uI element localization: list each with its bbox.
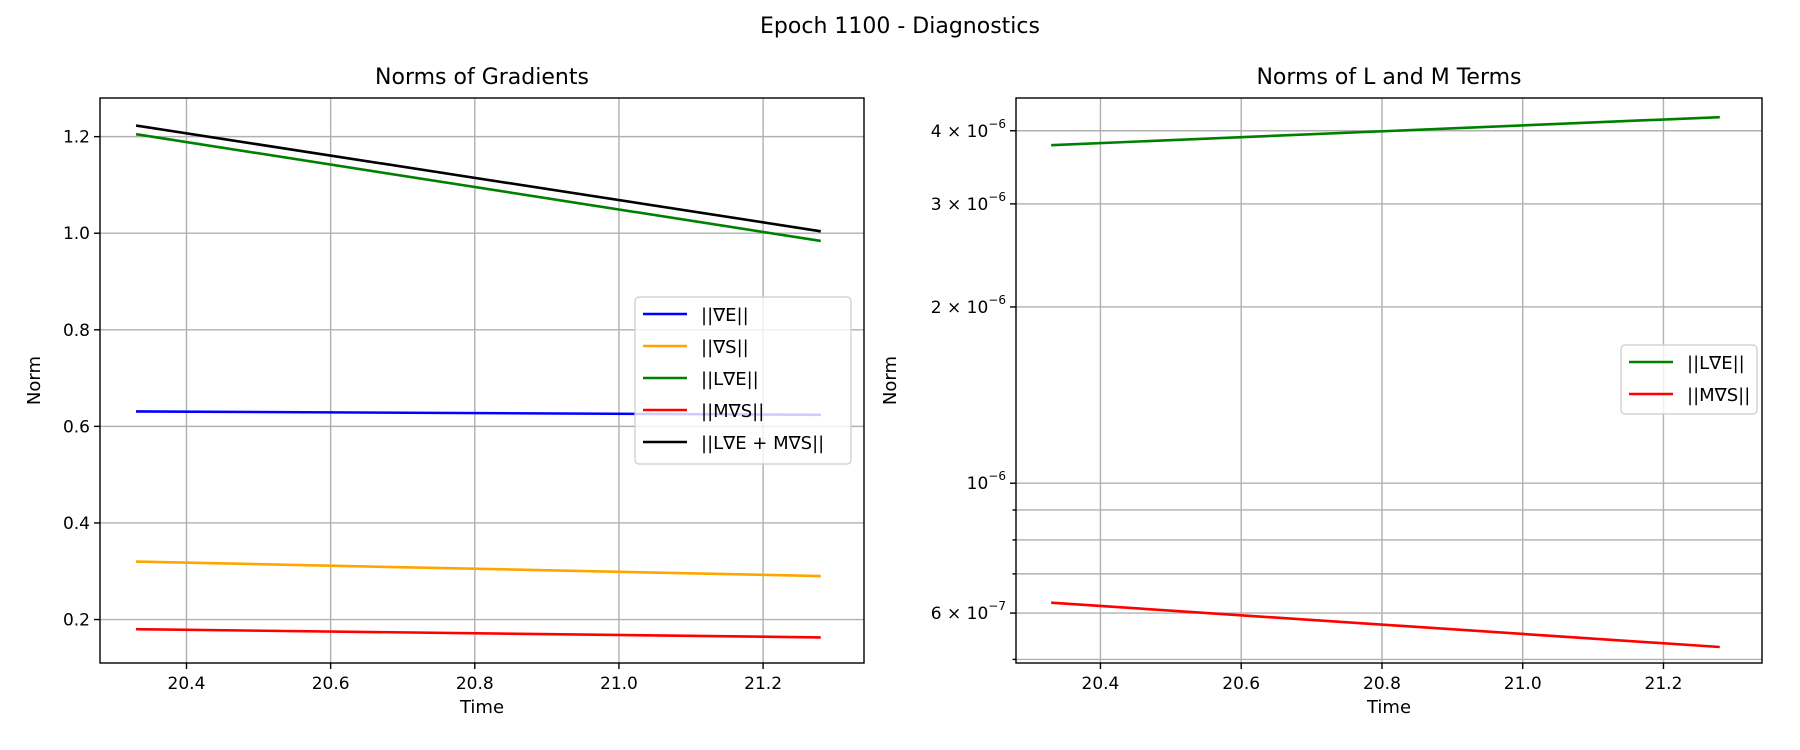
x-axis-label: Time [1366,697,1411,718]
x-tick-label: 21.2 [744,674,782,694]
legend-label-3: ||M∇S|| [701,401,764,422]
x-tick-label: 21.2 [1645,674,1683,694]
y-tick-label: 0.2 [63,611,90,631]
x-tick-label: 21.0 [600,674,638,694]
lm-terms-chart: 20.4 20.6 20.8 21.0 21.2 6 × 10−7 10−6 2 × 10−6… [880,65,1763,718]
figure-title: Epoch 1100 - Diagnostics [760,14,1040,39]
y-tick-label: 1.2 [63,128,90,148]
series-line-3 [136,627,821,639]
y-tick-label: 2 × 10−6 [931,293,1006,318]
y-tick-label: 10−6 [967,469,1006,494]
legend-label-0: ||∇E|| [701,305,749,326]
y-axis-label: Norm [880,356,901,405]
legend-label-2: ||L∇E|| [701,369,759,390]
x-axis-label: Time [459,697,504,718]
y-tick-label: 0.4 [63,514,90,534]
axes-frame [1015,97,1763,664]
series-line-1 [1051,601,1720,649]
legend: ||L∇E|| ||M∇S|| [1620,344,1758,415]
legend-label-1: ||∇S|| [701,337,749,358]
chart-title: Norms of Gradients [375,65,589,90]
x-tick-label: 20.8 [456,674,494,694]
gradient-norms-chart: 20.4 20.6 20.8 21.0 21.2 0.2 0.4 0.6 0.8 1.0 1.2 No… [24,65,865,718]
y-tick-label: 3 × 10−6 [931,190,1006,215]
y-tick-label: 0.6 [63,417,90,437]
y-axis-label: Norm [24,356,45,405]
legend-box [634,296,852,465]
x-tick-label: 20.4 [1082,674,1120,694]
x-tick-label: 20.6 [312,674,350,694]
series-line-1 [136,560,821,578]
chart-title: Norms of L and M Terms [1256,65,1521,90]
legend: ||∇E|| ||∇S|| ||L∇E|| ||M∇S|| ||L∇E + M∇S|| [634,296,852,465]
legend-label-1: ||M∇S|| [1687,385,1750,406]
axes-frame [99,97,865,664]
x-tick-label: 20.4 [168,674,206,694]
y-tick-label: 1.0 [63,224,90,244]
x-tick-label: 21.0 [1504,674,1542,694]
legend-label-0: ||L∇E|| [1687,353,1745,374]
x-tick-label: 20.8 [1363,674,1401,694]
y-tick-label: 4 × 10−6 [931,117,1006,142]
series-line-4 [135,124,821,233]
x-tick-label: 20.6 [1222,674,1260,694]
legend-label-4: ||L∇E + M∇S|| [701,433,824,454]
series-line-2 [135,132,821,243]
series-line-0 [1051,115,1720,147]
y-tick-label: 6 × 10−7 [931,599,1006,624]
y-tick-label: 0.8 [63,321,90,341]
